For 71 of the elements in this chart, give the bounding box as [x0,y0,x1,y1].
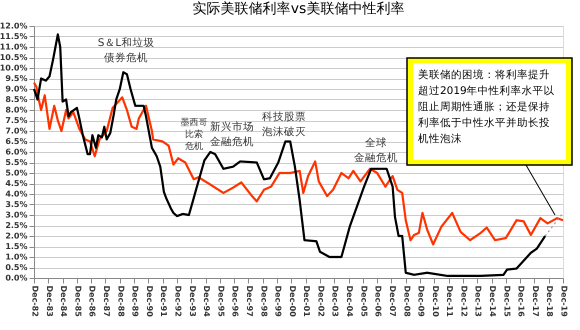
y-tick-label: 3.5% [5,200,28,209]
x-tick-label: Dec-97 [244,286,254,317]
y-tick-label: 3.0% [5,210,28,220]
x-tick-label: Dec-01 [302,286,312,318]
y-tick-label: 1.0% [5,252,28,262]
annotation: S＆L和垃圾债券危机 [98,36,154,64]
x-tick-label: Dec-10 [430,286,440,318]
x-tick-label: Dec-98 [259,286,268,318]
y-tick-label: 11.5% [0,32,28,41]
y-tick-label: 8.5% [5,95,28,104]
annotation: 美联储的困境：将利率提升超过2019年中性利率水平以阻止周期性通胀；还是保持利率低于中性水平并助长投机性泡沫 [418,68,555,145]
y-tick-label: 9.5% [5,74,28,83]
x-tick-label: Dec-16 [516,286,526,318]
x-tick-label: Dec-09 [416,286,426,318]
x-tick-label: Dec-05 [359,286,368,318]
x-tick-label: Dec-87 [102,286,111,317]
y-tick-label: 11.0% [0,42,28,52]
annotation: 科技股票泡沫破灭 [262,111,306,138]
y-tick-label: 10.5% [0,53,28,62]
y-tick-label: 6.0% [5,148,28,156]
y-tick-label: 2.0% [5,232,28,240]
y-tick-label: 5.5% [5,158,28,167]
x-tick-label: Dec-11 [445,286,454,318]
y-tick-label: 8.0% [5,106,28,114]
x-tick-label: Dec-83 [44,286,54,317]
y-tick-label: 2.5% [5,221,28,230]
y-tick-label: 7.0% [5,126,28,136]
x-tick-label: Dec-00 [288,286,297,318]
x-tick-label: Dec-82 [30,286,40,317]
x-tick-label: Dec-19 [560,286,568,318]
x-tick-label: Dec-88 [116,286,126,318]
x-tick-label: Dec-91 [159,286,168,318]
x-tick-label: Dec-06 [374,286,383,318]
x-tick-label: Dec-14 [488,286,498,318]
x-tick-label: Dec-85 [73,286,82,318]
y-tick-label: 0.0% [5,274,28,282]
x-tick-label: Dec-95 [216,286,226,318]
chart-title: 实际美联储利率vs美联储中性利率 [192,1,404,17]
line-series [32,82,564,246]
x-tick-label: Dec-89 [130,286,140,318]
y-tick-label: 12.0% [0,22,28,30]
y-tick-label: 10.0% [0,64,28,72]
y-tick-label: 4.5% [5,179,28,188]
x-tick-label: Dec-86 [88,286,97,318]
x-tick-label: Dec-94 [202,286,212,318]
x-tick-label: Dec-12 [459,286,468,317]
y-tick-label: 5.0% [5,168,28,178]
x-tick-label: Dec-03 [330,286,340,317]
x-tick-label: Dec-90 [144,286,154,318]
x-tick-label: Dec-17 [530,286,540,317]
x-tick-label: Dec-15 [502,286,512,318]
x-tick-label: Dec-13 [474,286,483,317]
annotation: 全球金融危机 [354,136,398,164]
y-tick-label: 0.5% [5,263,28,272]
x-tick-label: Dec-93 [188,286,197,317]
y-tick-label: 7.5% [5,116,28,125]
x-tick-label: Dec-04 [345,286,354,318]
x-tick-label: Dec-96 [230,286,240,318]
x-tick-label: Dec-84 [59,286,68,318]
annotation: 墨西哥比索危机 [180,117,208,152]
y-tick-label: 9.0% [5,84,28,94]
y-tick-label: 6.5% [5,137,28,146]
y-tick-label: 4.0% [5,190,28,198]
x-tick-label: Dec-99 [274,286,283,318]
x-tick-label: Dec-07 [388,286,397,317]
x-tick-label: Dec-02 [316,286,326,317]
x-tick-label: Dec-08 [402,286,412,318]
x-tick-label: Dec-92 [173,286,182,317]
annotation: 新兴市场金融危机 [210,120,254,148]
y-tick-label: 1.5% [5,242,28,251]
x-tick-label: Dec-18 [545,286,554,318]
